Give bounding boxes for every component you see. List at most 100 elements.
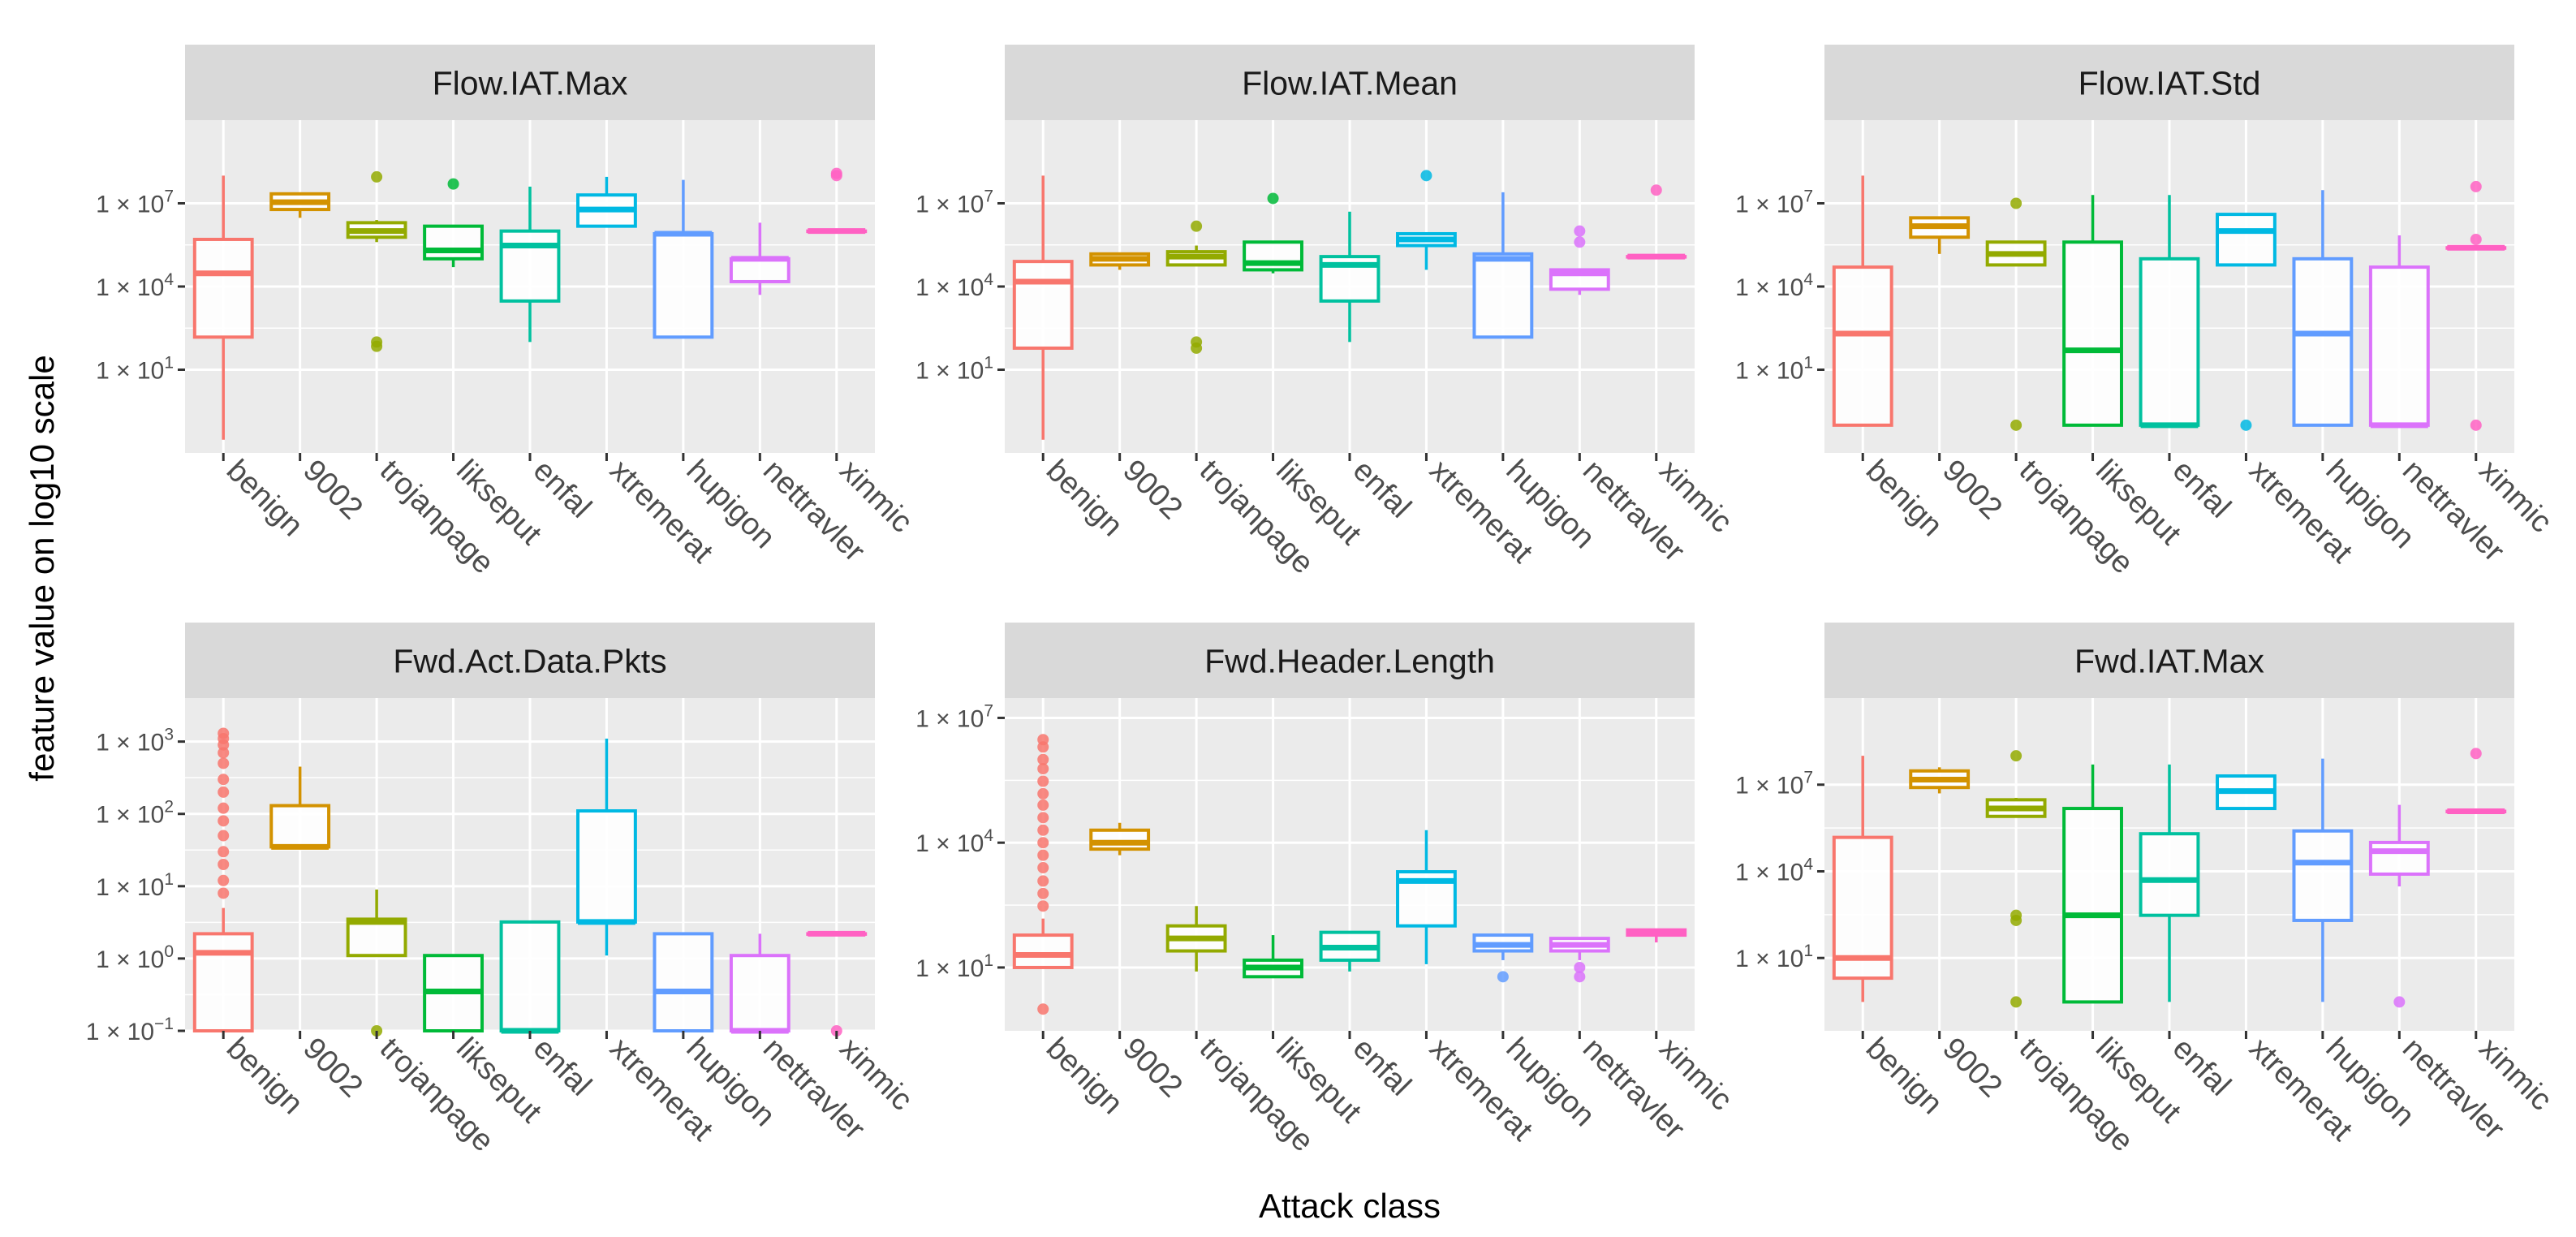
box-enfal <box>499 920 561 1034</box>
x-tick-label: 9002 <box>1936 454 2008 526</box>
x-tick-label: 9002 <box>1116 1032 1188 1104</box>
box-iqr <box>192 237 254 339</box>
box-benign <box>1832 756 1893 1002</box>
box-enfal <box>2139 195 2200 429</box>
outlier-point <box>218 887 230 899</box>
outlier-point <box>1574 236 1586 248</box>
y-tick-label: 1 × 107 <box>915 187 993 218</box>
outlier-point <box>830 167 842 179</box>
box-trojanpage <box>346 889 407 1037</box>
panel-2: Flow.IAT.Std 1 × 101 1 × 104 1 × 107 benign9… <box>1735 45 2558 580</box>
outlier-point <box>1037 849 1049 861</box>
box-9002 <box>1909 216 1971 254</box>
panel-title: Flow.IAT.Mean <box>1242 65 1458 102</box>
box-trojanpage <box>1985 197 2047 431</box>
y-tick-label: 1 × 102 <box>96 798 174 829</box>
box-hupigon <box>1472 933 1534 983</box>
y-tick-label: 1 × 100 <box>96 942 174 973</box>
panel-strip <box>185 45 875 120</box>
outlier-point <box>1037 753 1049 765</box>
box-iqr <box>653 932 714 1032</box>
outlier-point <box>447 178 459 190</box>
panel-title: Flow.IAT.Max <box>433 65 628 102</box>
outlier-point <box>2393 996 2406 1008</box>
box-nettravler <box>1549 937 1610 983</box>
box-benign <box>1832 175 1893 427</box>
x-tick-label: enfal <box>2166 1032 2238 1103</box>
box-enfal <box>499 186 561 343</box>
outlier-point <box>1037 900 1049 912</box>
figure-y-label: feature value on log10 scale <box>23 355 61 781</box>
box-hupigon <box>653 179 714 339</box>
x-tick-label: enfal <box>2166 454 2238 525</box>
box-iqr <box>653 231 714 339</box>
panel-1: Flow.IAT.Mean 1 × 101 1 × 104 1 × 107 benign… <box>915 45 1738 580</box>
box-trojanpage <box>1165 220 1227 354</box>
outlier-point <box>371 336 383 348</box>
x-tick-label: enfal <box>1346 454 1418 525</box>
box-enfal <box>1319 211 1381 343</box>
box-xinmic <box>806 167 868 235</box>
box-hupigon <box>2292 190 2354 427</box>
outlier-point <box>1037 763 1049 775</box>
y-tick-label: 1 × 103 <box>96 726 174 756</box>
box-iqr <box>576 809 637 924</box>
box-benign <box>192 175 254 440</box>
box-xtremerat <box>576 738 637 956</box>
outlier-point <box>2470 419 2482 431</box>
outlier-point <box>2010 914 2022 926</box>
outlier-point <box>1420 170 1432 182</box>
y-tick-label: 1 × 101 <box>915 951 993 982</box>
y-tick-label: 1 × 107 <box>1735 769 1813 800</box>
outlier-point <box>218 859 230 870</box>
box-xinmic <box>2445 180 2507 431</box>
outlier-point <box>1037 887 1049 899</box>
box-9002 <box>1909 767 1971 794</box>
y-tick-label: 1 × 101 <box>915 354 993 385</box>
box-xinmic <box>2445 748 2507 815</box>
y-tick-label: 1 × 10−1 <box>86 1015 174 1045</box>
outlier-point <box>1191 220 1203 232</box>
x-tick-label: benign <box>1040 454 1129 543</box>
box-hupigon <box>1472 192 1534 339</box>
box-xinmic <box>1626 928 1687 943</box>
outlier-point <box>1037 824 1049 836</box>
panel-3: Fwd.Act.Data.Pkts 1 × 10−1 1 × 100 1 × 101 1… <box>86 623 919 1158</box>
x-tick-label: 9002 <box>1936 1032 2008 1104</box>
panel-title: Fwd.Header.Length <box>1204 643 1495 680</box>
outlier-point <box>218 802 230 814</box>
box-iqr <box>2139 256 2200 427</box>
box-nettravler <box>2368 235 2430 429</box>
outlier-point <box>1267 192 1279 205</box>
y-tick-label: 1 × 107 <box>96 187 174 218</box>
box-likseput <box>1243 935 1303 979</box>
y-tick-label: 1 × 104 <box>915 826 993 857</box>
outlier-point <box>1037 787 1049 800</box>
box-9002 <box>1089 252 1151 270</box>
y-tick-label: 1 × 104 <box>915 270 993 301</box>
box-enfal <box>1319 930 1381 972</box>
outlier-point <box>1037 837 1049 849</box>
outlier-point <box>1037 812 1049 824</box>
outlier-point <box>371 170 383 183</box>
outlier-point <box>218 774 230 786</box>
panel-strip <box>185 623 875 698</box>
panel-strip <box>1824 45 2514 120</box>
panel-title: Fwd.Act.Data.Pkts <box>393 643 666 680</box>
box-iqr <box>499 920 561 1033</box>
box-hupigon <box>2292 758 2354 1002</box>
box-9002 <box>1089 822 1151 856</box>
box-likseput <box>423 954 484 1033</box>
box-iqr <box>1832 265 1893 427</box>
box-iqr <box>2062 807 2123 1004</box>
x-tick-label: 9002 <box>1116 454 1188 526</box>
panel-strip <box>1005 623 1695 698</box>
box-trojanpage <box>1985 750 2047 1008</box>
box-iqr <box>729 256 790 283</box>
box-iqr <box>192 932 254 1032</box>
outlier-point <box>2010 750 2022 762</box>
box-iqr <box>2368 840 2430 876</box>
outlier-point <box>1037 862 1049 874</box>
box-xinmic <box>1626 184 1687 260</box>
